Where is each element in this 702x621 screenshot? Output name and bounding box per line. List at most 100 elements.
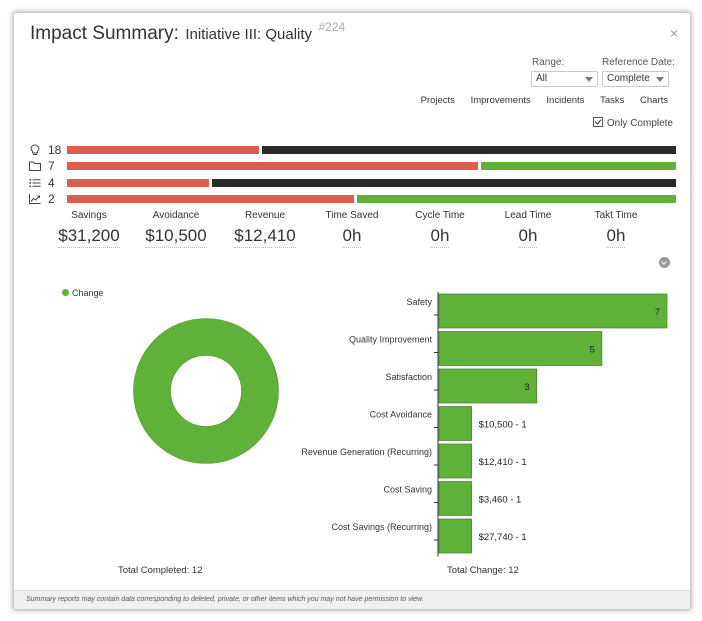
chart-bar[interactable] [438, 443, 472, 479]
expand-chevron-icon[interactable] [659, 257, 670, 268]
bar-row-tasks: 4 [28, 176, 678, 190]
bar-red-segment [67, 146, 259, 154]
metric-value[interactable]: 0h [430, 226, 450, 248]
category-label: Revenue Generation (Recurring) [301, 447, 432, 457]
link-charts[interactable]: Charts [640, 95, 668, 106]
donut-legend[interactable]: Change [62, 288, 104, 298]
footer-note: Summary reports may contain data corresp… [14, 590, 690, 609]
chart-bar[interactable] [438, 331, 603, 366]
metric-value[interactable]: 0h [518, 226, 538, 248]
range-select[interactable]: All [531, 71, 598, 87]
metric-label: Cycle Time [415, 210, 465, 221]
initiative-id: #224 [318, 20, 346, 34]
range-value: All [536, 73, 548, 84]
reference-date-label: Reference Date: [602, 57, 675, 68]
list-icon [29, 179, 41, 188]
metric-savings: Savings $31,200 [44, 210, 134, 248]
range-label: Range: [532, 57, 565, 68]
footer-text: Summary reports may contain data corresp… [26, 596, 424, 603]
bar-dark-segment [211, 179, 676, 187]
chart-bar[interactable] [438, 481, 472, 516]
metric-lead-time: Lead Time 0h [483, 210, 573, 248]
title-text: Impact Summary: [30, 23, 179, 44]
metric-value[interactable]: $10,500 [145, 226, 207, 248]
checkbox-checked-icon[interactable] [592, 117, 603, 127]
bar-count: 4 [48, 176, 55, 190]
impact-summary-dialog: Impact Summary: Initiative III: Quality … [13, 12, 691, 610]
view-links: Projects Improvements Incidents Tasks Ch… [408, 95, 668, 106]
metric-cycle-time: Cycle Time 0h [395, 210, 485, 248]
bar-dark-segment [261, 146, 676, 154]
progress-bar [67, 146, 676, 154]
metric-label: Takt Time [594, 210, 638, 221]
folder-icon [29, 161, 41, 171]
bar-value-label: $12,410 - 1 [479, 457, 527, 468]
metric-label: Revenue [244, 210, 286, 221]
bar-red-segment [67, 179, 209, 187]
metric-label: Avoidance [152, 210, 200, 221]
metric-value[interactable]: 0h [342, 226, 362, 248]
category-label: Quality Improvement [349, 335, 433, 345]
progress-bar [67, 195, 676, 203]
chevron-down-icon [585, 77, 593, 82]
progress-bar [67, 179, 676, 187]
metric-label: Lead Time [504, 210, 552, 221]
bar-value-label: $27,740 - 1 [479, 532, 527, 543]
category-label: Cost Savings (Recurring) [331, 522, 432, 532]
reference-date-value: Complete [607, 73, 650, 84]
chart-bar[interactable] [438, 518, 472, 554]
bar-row-ideas: 18 [28, 143, 678, 157]
metric-avoidance: Avoidance $10,500 [131, 210, 221, 248]
donut-chart [133, 318, 279, 464]
bar-row-projects: 7 [28, 159, 678, 173]
dialog-title: Impact Summary: Initiative III: Quality … [30, 20, 346, 45]
bar-chart: Safety 7 Quality Improvement 5 Satisfaction 3… [301, 292, 668, 557]
metric-revenue: Revenue $12,410 [220, 210, 310, 248]
category-label: Satisfaction [385, 372, 432, 382]
metric-value[interactable]: $31,200 [58, 226, 120, 248]
metric-label: Savings [71, 210, 107, 221]
bar-value-label: 7 [655, 307, 660, 318]
chart-bar[interactable] [438, 368, 538, 404]
trend-chart-icon [29, 194, 41, 204]
chart-bar[interactable] [438, 293, 668, 329]
link-improvements[interactable]: Improvements [470, 95, 531, 106]
lightbulb-icon [30, 144, 40, 155]
total-change: Total Change: 12 [447, 565, 519, 576]
metric-takt-time: Takt Time 0h [571, 210, 661, 248]
close-icon[interactable]: × [669, 25, 678, 41]
bar-value-label: 5 [590, 345, 595, 356]
metric-label: Time Saved [325, 210, 379, 221]
metric-time-saved: Time Saved 0h [307, 210, 397, 248]
category-label: Cost Saving [383, 485, 432, 495]
bar-green-segment [481, 162, 676, 170]
bar-value-label: $10,500 - 1 [479, 420, 527, 431]
total-completed: Total Completed: 12 [118, 565, 203, 576]
category-label: Cost Avoidance [370, 410, 432, 420]
bar-value-label: $3,460 - 1 [479, 495, 522, 506]
bar-red-segment [67, 195, 354, 203]
donut-ring[interactable] [133, 318, 279, 464]
link-tasks[interactable]: Tasks [600, 95, 625, 106]
link-incidents[interactable]: Incidents [546, 95, 585, 106]
chevron-down-icon [656, 77, 664, 82]
category-label: Safety [406, 297, 432, 307]
progress-bar [67, 162, 676, 170]
bar-count: 2 [48, 192, 55, 206]
chart-bar[interactable] [438, 406, 472, 441]
bar-green-segment [356, 195, 676, 203]
bar-value-label: 3 [524, 382, 529, 393]
link-projects[interactable]: Projects [420, 95, 455, 106]
bar-row-charts: 2 [28, 192, 678, 206]
initiative-name: Initiative III: Quality [185, 26, 313, 43]
reference-date-select[interactable]: Complete [602, 71, 669, 87]
metric-value[interactable]: 0h [606, 226, 626, 248]
bar-count: 18 [48, 143, 62, 157]
legend-label: Change [72, 288, 104, 298]
only-complete-toggle[interactable]: Only Complete [592, 117, 673, 129]
metric-value[interactable]: $12,410 [234, 226, 296, 248]
only-complete-label: Only Complete [606, 118, 673, 129]
bar-count: 7 [48, 159, 55, 173]
bar-red-segment [67, 162, 479, 170]
legend-dot-icon [62, 289, 69, 296]
